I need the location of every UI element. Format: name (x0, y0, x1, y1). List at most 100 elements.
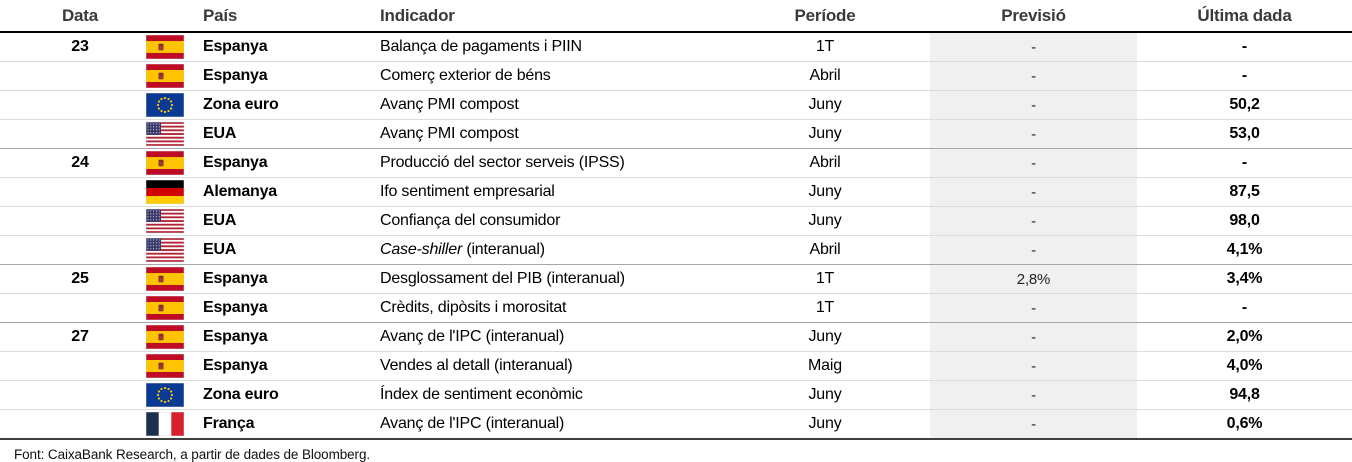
flag-cell (140, 351, 190, 381)
table-row: 24 Espanya Producció del sector serveis … (0, 148, 1352, 178)
last-value-cell: - (1137, 148, 1352, 178)
flag-cell (140, 119, 190, 149)
last-value-cell: 94,8 (1137, 380, 1352, 410)
col-header-previsio: Previsió (930, 0, 1137, 33)
header-row: Data País Indicador Període Previsió Últ… (0, 0, 1352, 33)
period-cell: Juny (720, 380, 930, 410)
flag-cell (140, 235, 190, 265)
table-row: EUA Avanç PMI compost Juny - 53,0 (0, 119, 1352, 149)
date-cell: 24 (0, 148, 140, 178)
indicator-text: Balança de pagaments i PIIN (380, 38, 582, 55)
indicator-text: Desglossament del PIB (interanual) (380, 270, 625, 287)
last-value-cell: 0,6% (1137, 409, 1352, 440)
table-row: 25 Espanya Desglossament del PIB (intera… (0, 264, 1352, 294)
flag-cell (140, 177, 190, 207)
forecast-cell: - (930, 90, 1137, 120)
spain-flag-icon (146, 35, 184, 59)
date-cell (0, 206, 140, 236)
date-cell (0, 380, 140, 410)
indicator-cell: Avanç PMI compost (370, 90, 720, 120)
forecast-cell: - (930, 380, 1137, 410)
indicator-text: Avanç PMI compost (380, 125, 519, 142)
forecast-cell: - (930, 235, 1137, 265)
flag-cell (140, 32, 190, 62)
usa-flag-icon (146, 238, 184, 262)
last-value-cell: 2,0% (1137, 322, 1352, 352)
country-cell: Espanya (190, 148, 370, 178)
indicator-text: Avanç de l'IPC (interanual) (380, 415, 565, 432)
country-cell: Espanya (190, 61, 370, 91)
country-cell: EUA (190, 206, 370, 236)
period-cell: Abril (720, 148, 930, 178)
forecast-cell: - (930, 293, 1137, 323)
table-row: Zona euro Índex de sentiment econòmic Ju… (0, 380, 1352, 410)
last-value-cell: - (1137, 61, 1352, 91)
date-cell (0, 90, 140, 120)
indicator-cell: Desglossament del PIB (interanual) (370, 264, 720, 294)
table-row: França Avanç de l'IPC (interanual) Juny … (0, 409, 1352, 440)
spain-flag-icon (146, 267, 184, 291)
date-cell (0, 177, 140, 207)
flag-cell (140, 90, 190, 120)
col-header-ultima-dada: Última dada (1137, 0, 1352, 33)
period-cell: Abril (720, 235, 930, 265)
flag-cell (140, 61, 190, 91)
last-value-cell: 4,1% (1137, 235, 1352, 265)
period-cell: 1T (720, 264, 930, 294)
indicator-text: Vendes al detall (interanual) (380, 357, 573, 374)
date-cell: 25 (0, 264, 140, 294)
period-cell: Abril (720, 61, 930, 91)
country-cell: França (190, 409, 370, 440)
period-cell: Juny (720, 119, 930, 149)
country-cell: Alemanya (190, 177, 370, 207)
forecast-cell: - (930, 61, 1137, 91)
col-header-pais: País (190, 0, 370, 33)
country-cell: Espanya (190, 293, 370, 323)
flag-cell (140, 206, 190, 236)
indicator-text: Ifo sentiment empresarial (380, 183, 555, 200)
country-cell: EUA (190, 235, 370, 265)
table-row: 23 Espanya Balança de pagaments i PIIN 1… (0, 32, 1352, 62)
indicator-cell: Producció del sector serveis (IPSS) (370, 148, 720, 178)
forecast-cell: - (930, 177, 1137, 207)
indicator-text: Avanç de l'IPC (interanual) (380, 328, 565, 345)
period-cell: Juny (720, 206, 930, 236)
last-value-cell: 98,0 (1137, 206, 1352, 236)
country-cell: Espanya (190, 322, 370, 352)
date-cell: 23 (71, 38, 89, 55)
table-row: Zona euro Avanç PMI compost Juny - 50,2 (0, 90, 1352, 120)
table-row: Espanya Vendes al detall (interanual) Ma… (0, 351, 1352, 381)
indicator-text: Índex de sentiment econòmic (380, 386, 583, 403)
spain-flag-icon (146, 354, 184, 378)
indicator-text: Crèdits, dipòsits i morositat (380, 299, 567, 316)
forecast-cell: - (930, 206, 1137, 236)
indicator-cell: Case-shiller (interanual) (370, 235, 720, 265)
usa-flag-icon (146, 122, 184, 146)
col-header-periode: Període (720, 0, 930, 33)
flag-cell (140, 293, 190, 323)
period-cell: Juny (720, 177, 930, 207)
flag-cell (140, 380, 190, 410)
date-cell (0, 119, 140, 149)
date-cell: 27 (0, 322, 140, 352)
germany-flag-icon (146, 180, 184, 204)
flag-cell (140, 322, 190, 352)
last-value-cell: 4,0% (1137, 351, 1352, 381)
indicator-text: Producció del sector serveis (IPSS) (380, 154, 625, 171)
last-value-cell: 87,5 (1137, 177, 1352, 207)
spain-flag-icon (146, 151, 184, 175)
forecast-cell: - (930, 32, 1137, 62)
period-cell: Juny (720, 322, 930, 352)
indicator-italic-text: Case-shiller (380, 241, 463, 258)
forecast-cell: 2,8% (930, 264, 1137, 294)
forecast-cell: - (930, 351, 1137, 381)
last-value-cell: - (1241, 38, 1248, 55)
country-cell: Espanya (190, 351, 370, 381)
indicator-cell: Balança de pagaments i PIIN (370, 32, 720, 62)
date-cell (0, 61, 140, 91)
table-row: EUA Case-shiller (interanual) Abril - 4,… (0, 235, 1352, 265)
last-value-cell: 53,0 (1137, 119, 1352, 149)
last-value-cell: - (1137, 293, 1352, 323)
period-cell: Juny (720, 409, 930, 440)
